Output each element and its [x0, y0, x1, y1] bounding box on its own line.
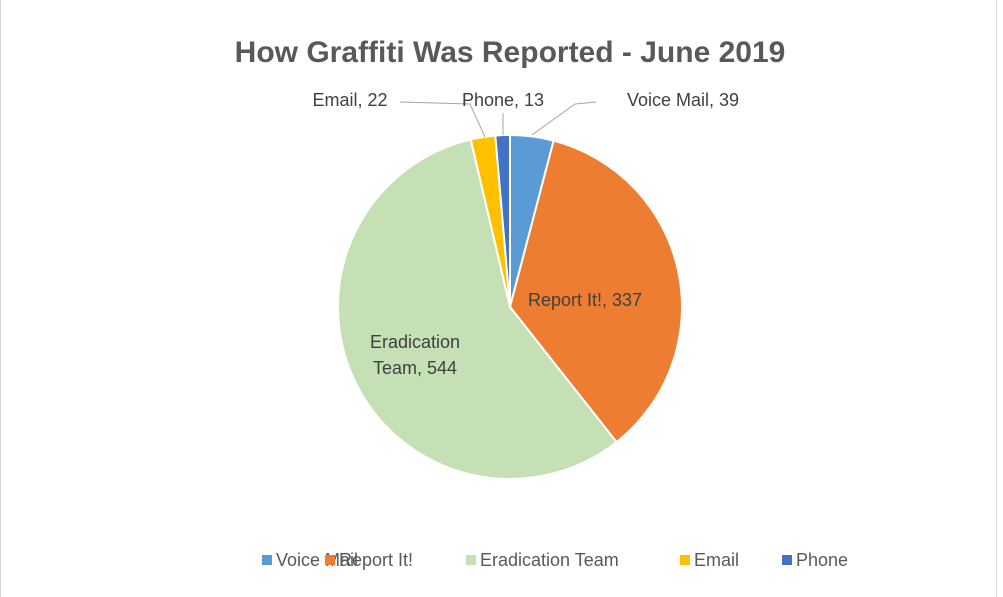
chart-title: How Graffiti Was Reported - June 2019: [235, 36, 786, 69]
data-label: Email, 22: [312, 90, 388, 110]
legend-label: Report It!: [339, 550, 413, 570]
leader-line: [399, 101, 486, 138]
pie-slice: [494, 133, 511, 308]
data-label: Eradication Team, 544: [369, 332, 461, 378]
legend-swatch: [325, 555, 335, 565]
legend-label: Email: [694, 550, 739, 570]
legend-swatch: [680, 555, 690, 565]
legend-label: Phone: [796, 550, 848, 570]
data-label: Voice Mail, 39: [626, 90, 740, 110]
legend-swatch: [466, 555, 476, 565]
legend-label: Voice Mail: [276, 550, 358, 570]
data-label: Phone, 13: [461, 90, 545, 110]
pie-slice: [337, 138, 618, 480]
leader-line: [531, 101, 597, 136]
legend-swatch: [262, 555, 272, 565]
legend-swatch: [782, 555, 792, 565]
data-label: Report It!, 337: [527, 290, 643, 310]
legend-label: Eradication Team: [480, 550, 619, 570]
pie-slice: [508, 139, 683, 444]
